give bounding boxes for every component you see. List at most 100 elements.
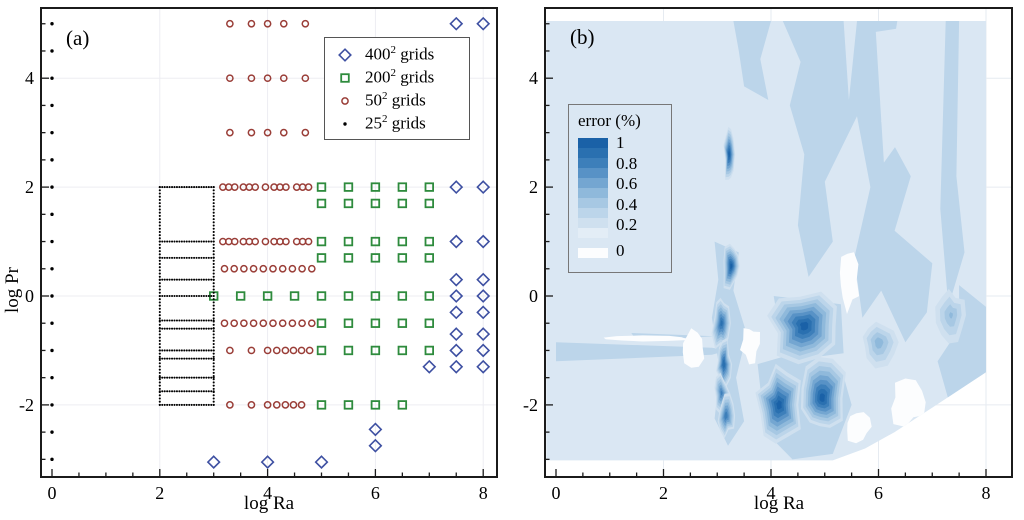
marker-square [343,198,354,209]
marker-square [316,236,327,247]
marker-circle [279,19,288,28]
marker-circle [297,346,306,355]
panel-a-plot: 0 2 4 6 8 -2 0 2 4 [19,7,498,503]
marker-square [370,318,381,328]
marker-dot [50,130,54,135]
marker-square [397,236,408,247]
marker-square [343,236,354,247]
marker-square [370,236,381,247]
colorbar-zero-label: 0 [616,241,625,260]
marker-square [397,291,408,301]
marker-diamond [449,180,464,195]
marker-square [316,198,327,209]
dot-icon [325,114,365,134]
contour-zero-patch [847,412,872,444]
marker-dot [50,103,54,108]
marker-circle [282,183,290,191]
marker-diamond [476,289,491,303]
x-tick-label: 2 [659,483,668,503]
marker-circle [247,74,256,83]
marker-diamond [260,455,275,470]
marker-diamond [476,16,491,31]
marker-dot [50,158,54,162]
marker-diamond [476,234,491,249]
marker-circle [259,264,268,273]
marker-circle [263,346,272,355]
marker-diamond [449,272,464,287]
marker-dot [50,348,54,353]
marker-circle [230,237,239,246]
marker-circle [272,346,281,355]
contour-hotspot [716,337,733,392]
panel-a-xaxis-title: log Ra [243,493,295,514]
contour-hotspot [800,356,846,428]
y-tick-label: 4 [529,68,538,88]
marker-circle [297,401,306,409]
colorbar-tick-label: 0.2 [616,215,638,235]
diamond-glyph [338,47,352,62]
colorbar-tick-label: 0.6 [616,174,638,194]
x-tick-label: 8 [982,483,991,503]
marker-square [343,253,354,263]
marker-circle [220,319,229,328]
marker-circle [226,74,234,83]
marker-square [343,318,354,328]
x-tick-label: 8 [479,483,488,503]
marker-circle [305,346,314,355]
marker-diamond [368,438,383,453]
colorbar-band [578,178,608,188]
marker-diamond [476,343,491,358]
marker-square [397,318,408,328]
marker-circle [279,74,288,83]
marker-circle [263,128,272,137]
marker-square [370,253,381,263]
marker-diamond [449,16,464,31]
y-tick-label: 0 [25,286,34,306]
marker-square [397,345,408,356]
contour-region [782,21,933,343]
colorbar-bands [578,138,608,238]
y-tick-label: -2 [19,395,34,415]
marker-circle [240,264,248,273]
marker-circle [289,346,298,355]
panel-b-xaxis-title: log Ra [753,493,805,514]
marker-dot [50,321,54,325]
contour-field [546,21,987,461]
marker-square [316,400,327,410]
marker-diamond [449,289,464,303]
legend-item: 502 grids [325,89,469,112]
marker-dot [50,239,54,244]
contour-hotspot [723,243,740,290]
colorbar-band [578,148,608,158]
marker-circle [249,319,258,328]
marker-square [316,345,327,356]
marker-dot [50,375,54,380]
legend-item: 252 grids [325,112,469,135]
marker-square [424,345,434,356]
marker-square [343,182,354,192]
colorbar-legend: error (%) 1 0.8 0.6 0.4 0.2 0 [568,104,672,273]
marker-circle [247,401,256,409]
x-tick-label: 4 [263,483,272,503]
marker-circle [304,183,313,191]
marker-square [316,253,327,263]
contour-region [937,285,986,400]
marker-circle [261,183,270,191]
panel-a-legend: 4002 grids 2002 grids 502 grids 252 grids [324,37,470,140]
marker-square [235,291,246,301]
square-icon [325,68,365,88]
colorbar-band [578,138,608,148]
marker-circle [247,346,256,355]
marker-circle [289,401,298,409]
marker-square [316,182,327,192]
y-tick-label: -2 [523,395,538,415]
marker-circle [281,401,290,409]
marker-diamond [449,305,464,320]
marker-circle [230,264,239,273]
marker-dot [50,49,54,53]
y-tick-label: 4 [25,68,34,88]
contour-hotspot [755,363,801,444]
contour-hotspot [862,321,899,369]
marker-circle [288,319,297,328]
series-diamond [206,16,491,470]
